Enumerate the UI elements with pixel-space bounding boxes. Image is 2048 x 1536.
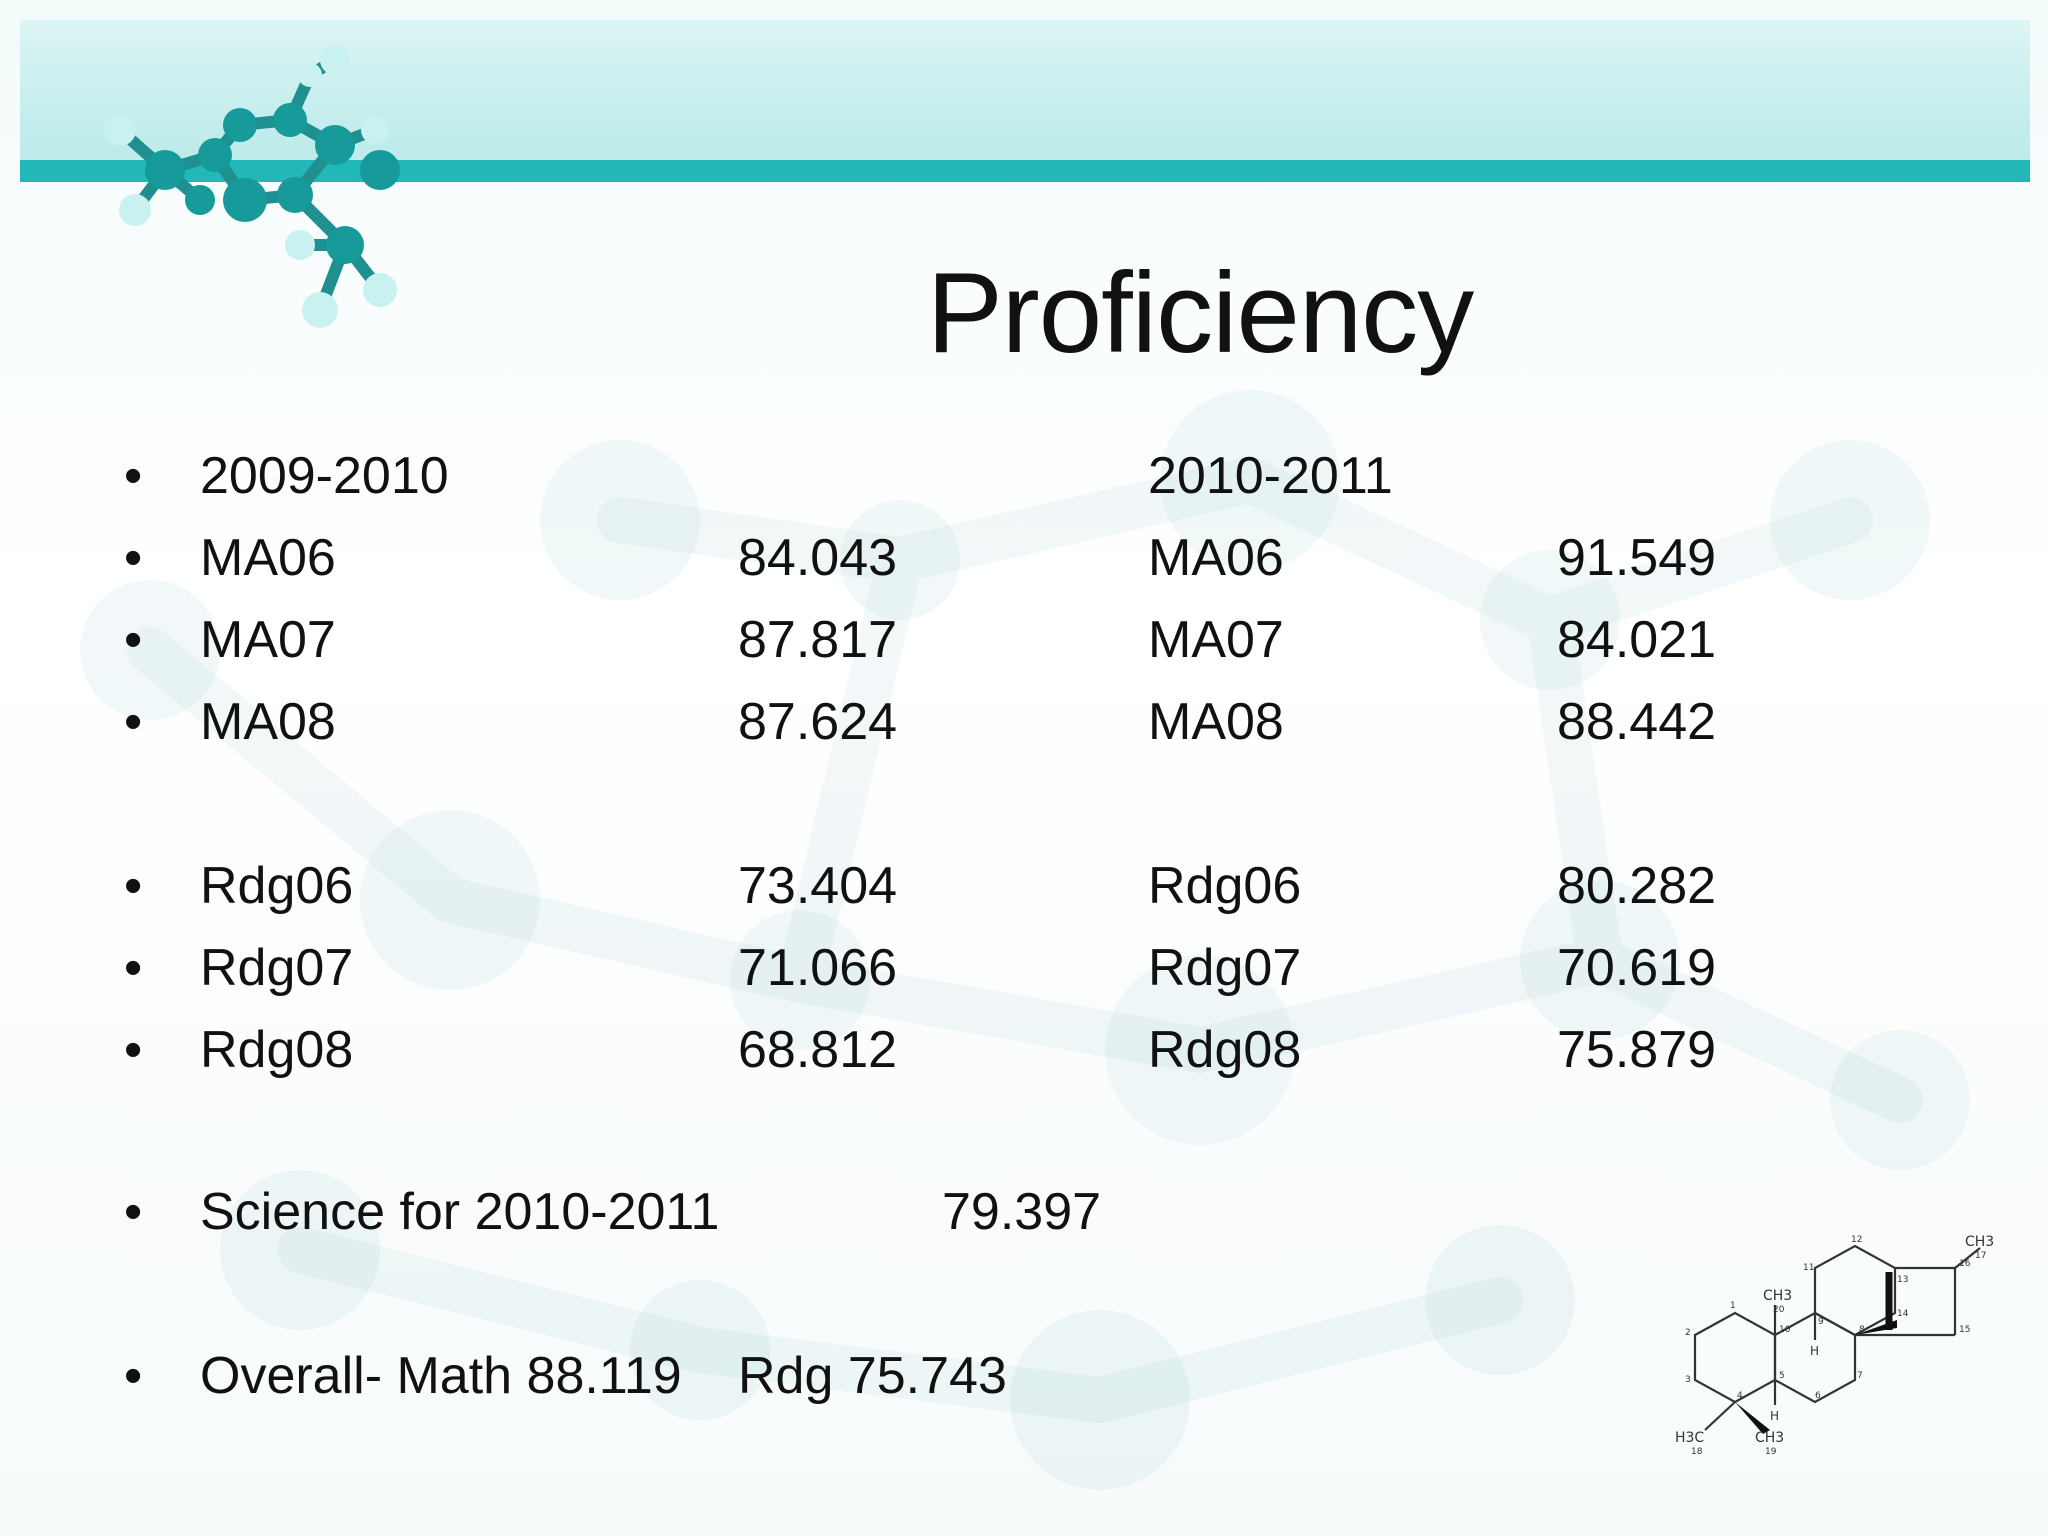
bullet: • — [124, 529, 143, 587]
math-label-b: MA07 — [1148, 611, 1284, 669]
steroid-label: 4 — [1737, 1391, 1743, 1401]
overall-row: • Overall- Math 88.119 Rdg 75.743 — [0, 1346, 2048, 1416]
header-row: • 2009-2010 2010-2011 — [0, 446, 2048, 516]
year-b-label: 2010-2011 — [1148, 447, 1393, 505]
overall-math: Overall- Math 88.119 — [200, 1347, 682, 1405]
reading-value-b: 80.282 — [1557, 857, 1717, 915]
year-a-label: 2009-2010 — [200, 447, 449, 505]
steroid-label: 13 — [1897, 1275, 1908, 1285]
reading-value-b: 75.879 — [1557, 1021, 1717, 1079]
science-row: • Science for 2010-2011 79.397 — [0, 1182, 2048, 1252]
bullet: • — [124, 693, 143, 751]
science-value: 79.397 — [942, 1183, 1102, 1241]
steroid-label: CH3 — [1755, 1430, 1784, 1446]
steroid-label: 3 — [1685, 1375, 1691, 1385]
reading-row-rdg08: • Rdg08 68.812 Rdg08 75.879 — [0, 1020, 2048, 1090]
reading-value-b: 70.619 — [1557, 939, 1717, 997]
bullet: • — [124, 1183, 143, 1241]
steroid-label: 1 — [1730, 1301, 1736, 1311]
steroid-label: 9 — [1818, 1317, 1824, 1327]
math-value-a: 84.043 — [738, 529, 898, 587]
bullet: • — [124, 939, 143, 997]
reading-label-a: Rdg06 — [200, 857, 354, 915]
steroid-label: 16 — [1959, 1259, 1971, 1269]
reading-label-a: Rdg07 — [200, 939, 354, 997]
math-row-ma07: • MA07 87.817 MA07 84.021 — [0, 610, 2048, 680]
overall-reading: Rdg 75.743 — [738, 1347, 1007, 1405]
reading-row-rdg06: • Rdg06 73.404 Rdg06 80.282 — [0, 856, 2048, 926]
math-value-b: 91.549 — [1557, 529, 1717, 587]
steroid-label: H — [1770, 1409, 1779, 1423]
steroid-label: 12 — [1851, 1235, 1862, 1245]
steroid-label: 18 — [1691, 1447, 1703, 1457]
steroid-label: 5 — [1779, 1371, 1785, 1381]
math-value-a: 87.817 — [738, 611, 898, 669]
steroid-label: CH3 — [1965, 1234, 1994, 1250]
steroid-label: 19 — [1765, 1447, 1777, 1457]
math-value-a: 87.624 — [738, 693, 898, 751]
steroid-label: 2 — [1685, 1328, 1691, 1338]
math-label-b: MA08 — [1148, 693, 1284, 751]
steroid-label: 11 — [1803, 1263, 1814, 1273]
reading-label-b: Rdg08 — [1148, 1021, 1302, 1079]
science-label: Science for 2010-2011 — [200, 1183, 720, 1241]
reading-row-rdg07: • Rdg07 71.066 Rdg07 70.619 — [0, 938, 2048, 1008]
bullet: • — [124, 611, 143, 669]
steroid-label: H3C — [1675, 1430, 1704, 1446]
steroid-label: 10 — [1779, 1325, 1791, 1335]
math-label-a: MA07 — [200, 611, 336, 669]
bullet: • — [124, 1347, 143, 1405]
steroid-label: 20 — [1773, 1305, 1785, 1315]
reading-label-a: Rdg08 — [200, 1021, 354, 1079]
math-value-b: 88.442 — [1557, 693, 1717, 751]
steroid-structure-icon: CH3 20 CH3 17 H3C 18 CH3 19 H H 1 2 3 4 … — [1675, 1234, 1994, 1457]
math-value-b: 84.021 — [1557, 611, 1717, 669]
steroid-label: 6 — [1815, 1391, 1821, 1401]
reading-label-b: Rdg06 — [1148, 857, 1302, 915]
math-label-a: MA08 — [200, 693, 336, 751]
math-label-a: MA06 — [200, 529, 336, 587]
steroid-label: CH3 — [1763, 1288, 1792, 1304]
bullet: • — [124, 857, 143, 915]
math-label-b: MA06 — [1148, 529, 1284, 587]
steroid-label: 15 — [1959, 1325, 1970, 1335]
header-accent-rule — [20, 160, 2030, 182]
reading-value-a: 68.812 — [738, 1021, 898, 1079]
reading-label-b: Rdg07 — [1148, 939, 1302, 997]
steroid-label: 7 — [1857, 1371, 1863, 1381]
steroid-label: H — [1810, 1344, 1819, 1358]
steroid-label: 17 — [1975, 1251, 1986, 1261]
math-row-ma08: • MA08 87.624 MA08 88.442 — [0, 692, 2048, 762]
slide-title: Proficiency — [926, 250, 1475, 377]
steroid-label: 8 — [1859, 1325, 1865, 1335]
bullet: • — [124, 1021, 143, 1079]
reading-value-a: 73.404 — [738, 857, 898, 915]
bullet: • — [124, 447, 143, 505]
math-row-ma06: • MA06 84.043 MA06 91.549 — [0, 528, 2048, 598]
molecule-ball-stick-icon — [104, 45, 400, 328]
steroid-label: 14 — [1897, 1309, 1909, 1319]
reading-value-a: 71.066 — [738, 939, 898, 997]
